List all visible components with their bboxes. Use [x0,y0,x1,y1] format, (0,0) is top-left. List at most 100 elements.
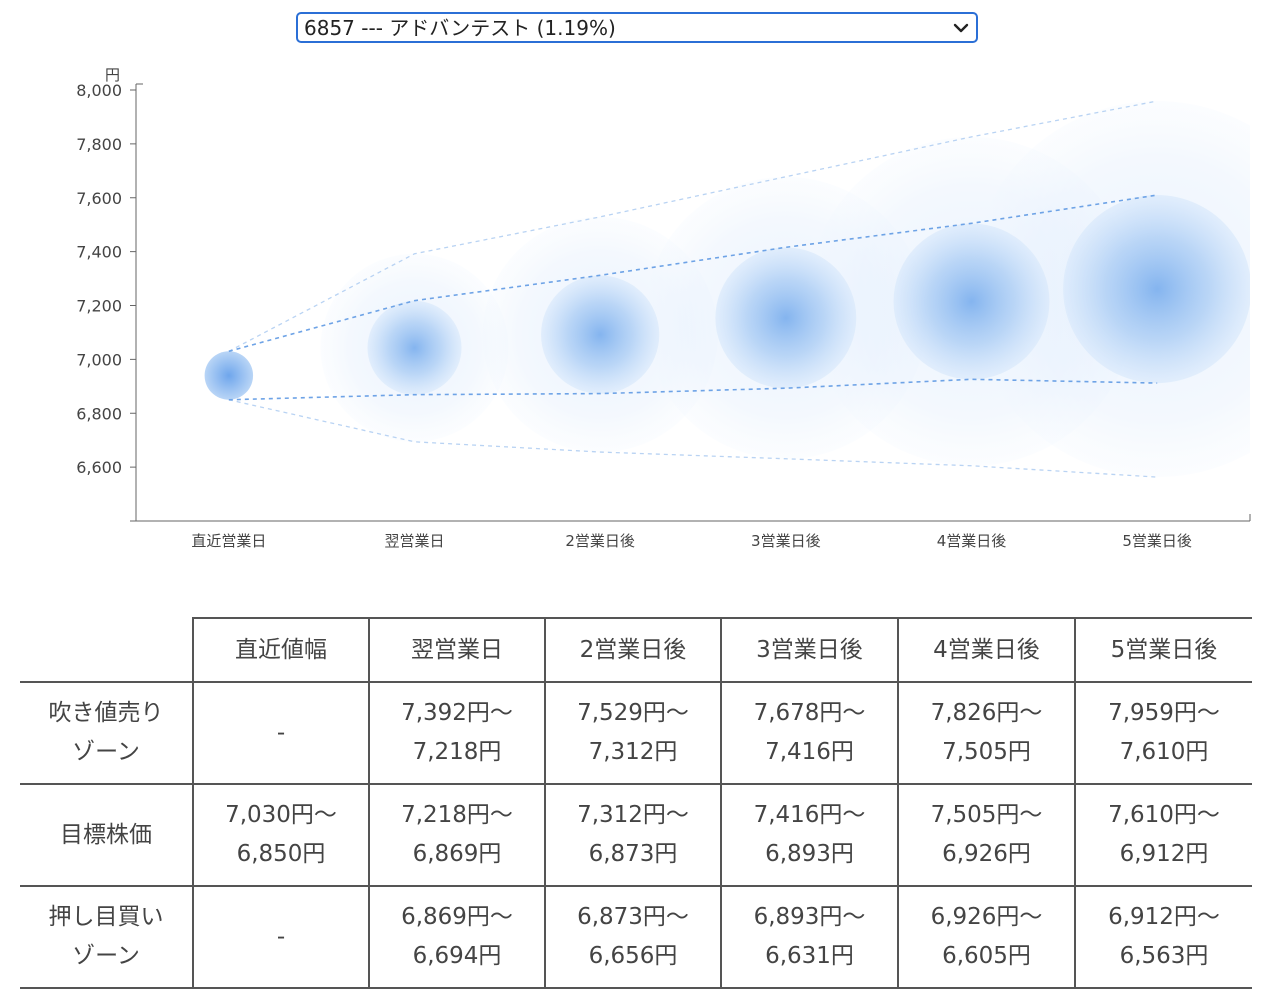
cell-line: 6,631円 [765,943,854,969]
table-cell: 7,610円〜 6,912円 [1074,783,1252,887]
table-row: 吹き値売りゾーン - 7,392円〜 7,218円 7,529円〜 7,312円 7… [20,681,1252,785]
forecast-table-wrap: 直近値幅 翌営業日 2営業日後 3営業日後 4営業日後 5営業日後 吹き値売りゾ… [20,617,1252,989]
cell-line: 6,912円〜 [1108,904,1220,930]
table-cell: 7,678円〜 7,416円 [720,681,899,785]
table-header-cell: 直近値幅 [192,617,370,683]
chevron-down-icon [953,23,969,32]
cell-line: 7,529円〜 [577,700,689,726]
table-cell: 7,505円〜 6,926円 [897,783,1076,887]
bubble-target-3 [715,247,857,389]
cell-line: 6,912円 [1119,841,1209,867]
x-tick-label: 3営業日後 [751,532,821,550]
cell-line: 7,312円〜 [577,802,689,828]
table-row: 押し目買いゾーン - 6,869円〜 6,694円 6,873円〜 6,656円 6… [20,885,1252,989]
table-header-cell: 5営業日後 [1074,617,1252,683]
y-tick-label: 7,800 [76,135,122,154]
table-cell: 6,926円〜 6,605円 [897,885,1076,989]
table-cell: - [192,681,370,785]
y-tick-label: 7,400 [76,243,122,262]
cell-line: 6,869円〜 [401,904,513,930]
x-tick-label: 翌営業日 [384,532,444,550]
cell-line: 7,392円〜 [401,700,513,726]
cell-line: 7,610円〜 [1108,802,1220,828]
table-cell: 6,869円〜 6,694円 [368,885,546,989]
y-tick-label: 7,200 [76,297,122,316]
cell-line: 6,926円 [942,841,1031,867]
cell-line: 7,416円〜 [753,802,866,828]
bubble-target-5 [1063,195,1250,384]
row-label: 吹き値売り ゾーン [20,681,194,785]
row-label-line: 吹き値売り [48,700,164,726]
table-cell: 6,893円〜 6,631円 [720,885,899,989]
cell-line: 7,218円〜 [401,802,513,828]
cell-line: 7,610円 [1119,739,1209,765]
cell-line: 6,656円 [588,943,678,969]
outer-high-line [228,100,1158,352]
bubble-target-1 [367,300,462,395]
cell-line: 7,218円 [412,739,502,765]
cell-line: 7,030円〜 [225,802,337,828]
table-header-cell: 4営業日後 [897,617,1076,683]
table-cell: 7,959円〜 7,610円 [1074,681,1252,785]
table-header-cell: 翌営業日 [368,617,546,683]
table-header-cell: 2営業日後 [544,617,722,683]
x-tick-label: 直近営業日 [191,532,266,550]
table-cell: 7,416円〜 6,893円 [720,783,899,887]
bubble-target-0 [204,351,254,400]
forecast-table: 直近値幅 翌営業日 2営業日後 3営業日後 4営業日後 5営業日後 吹き値売りゾ… [20,617,1252,989]
stock-select-value: 6857 --- アドバンテスト (1.19%) [304,15,616,40]
stock-select[interactable]: 6857 --- アドバンテスト (1.19%) [296,12,978,43]
table-header-cell: 3営業日後 [720,617,899,683]
cell-line: 6,605円 [942,943,1031,969]
cell-line: 6,893円 [765,841,854,867]
cell-line: 6,869円 [412,841,502,867]
y-tick-label: 6,600 [76,458,122,477]
row-label-line: 押し目買い [48,904,164,930]
y-tick-label: 7,600 [76,189,122,208]
table-cell: 7,218円〜 6,869円 [368,783,546,887]
cell-line: - [276,719,286,746]
table-cell: 6,873円〜 6,656円 [544,885,722,989]
target-low-line [228,378,1158,401]
bubble-target-2 [541,275,660,394]
y-tick-label: 8,000 [76,81,122,100]
cell-line: 7,826円〜 [930,700,1043,726]
x-tick-label: 2営業日後 [565,532,635,550]
table-cell: 6,912円〜 6,563円 [1074,885,1252,989]
outer-low-line [228,399,1158,478]
cell-line: 6,563円 [1119,943,1209,969]
cell-line: 6,926円〜 [930,904,1043,930]
cell-line: 7,678円〜 [753,700,866,726]
table-row: 目標株価 7,030円〜 6,850円 7,218円〜 6,869円 7,312円〜… [20,783,1252,887]
cell-line: 7,312円 [588,739,678,765]
table-cell: 7,312円〜 6,873円 [544,783,722,887]
y-unit-label: 円 [105,66,120,84]
target-high-line [228,194,1158,353]
cell-line: 7,505円〜 [930,802,1043,828]
cell-line: 7,959円〜 [1108,700,1220,726]
table-header-cell [20,618,194,683]
cell-line: 6,850円 [236,841,326,867]
cell-line: 7,416円 [765,739,854,765]
row-label: 目標株価 [20,783,194,887]
y-tick-label: 6,800 [76,404,122,423]
cell-line: 6,893円〜 [753,904,866,930]
table-cell: 7,529円〜 7,312円 [544,681,722,785]
y-tick-label: 7,000 [76,350,122,369]
cell-line: - [276,923,286,950]
x-tick-label: 4営業日後 [937,532,1007,550]
row-label-line: ゾーン [72,943,140,969]
forecast-chart: 円 6,600 6,800 7,000 7,200 7,400 7,600 7,800 8,00… [76,66,1251,550]
row-label: 押し目買い ゾーン [20,885,194,989]
cell-line: 7,505円 [942,739,1031,765]
bubble-target-4 [893,223,1050,380]
cell-line: 6,694円 [412,943,502,969]
table-cell: - [192,885,370,989]
table-header-row: 直近値幅 翌営業日 2営業日後 3営業日後 4営業日後 5営業日後 [20,617,1252,683]
cell-line: 6,873円 [588,841,678,867]
table-cell: 7,030円〜 6,850円 [192,783,370,887]
x-tick-label: 5営業日後 [1122,532,1192,550]
row-label-line: 目標株価 [60,821,152,848]
table-cell: 7,392円〜 7,218円 [368,681,546,785]
row-label-line: ゾーン [72,739,140,765]
